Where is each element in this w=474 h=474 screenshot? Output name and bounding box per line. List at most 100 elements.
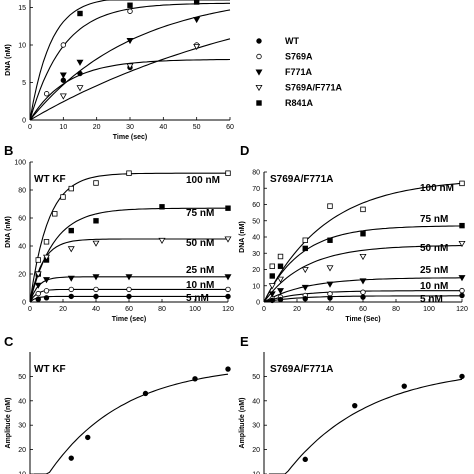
data-point	[67, 275, 75, 282]
data-point	[268, 291, 276, 298]
data-point	[35, 296, 41, 302]
data-point	[301, 284, 309, 291]
data-point	[126, 63, 134, 70]
series-25-nm: 25 nM	[263, 265, 466, 303]
data-point	[269, 263, 275, 269]
y-tick-label: 80	[18, 188, 26, 195]
y-tick-label: 30	[252, 423, 260, 430]
data-point	[459, 180, 465, 187]
x-tick-label: 0	[262, 306, 266, 313]
y-tick-label: 30	[18, 423, 26, 430]
x-tick-label: 120	[456, 306, 468, 313]
data-point	[302, 237, 308, 243]
data-point	[326, 281, 334, 288]
legend-marker	[255, 85, 263, 92]
y-tick-label: 0	[22, 118, 26, 125]
y-axis-label: Amplitude (nM)	[239, 398, 246, 449]
series-0	[268, 373, 465, 474]
curve-label: 50 nM	[420, 243, 448, 254]
curve-label: 100 nM	[186, 175, 220, 186]
y-tick-label: 0	[22, 300, 26, 307]
panel-title: WT KF	[34, 364, 66, 375]
y-tick-label: 20	[18, 272, 26, 279]
curve-label: 25 nM	[186, 265, 214, 276]
y-axis-label: DNA (nM)	[5, 216, 12, 248]
data-point	[93, 180, 99, 186]
x-tick-label: 60	[226, 124, 234, 131]
data-point	[225, 293, 231, 300]
data-point	[459, 373, 465, 380]
y-tick-label: 10	[252, 283, 260, 290]
data-point	[225, 170, 231, 176]
data-point	[59, 72, 67, 79]
data-point	[76, 59, 84, 66]
y-tick-label: 20	[18, 447, 26, 454]
series-5-nm: 5 nM	[29, 293, 231, 304]
legend-label: S769A/F771A	[285, 83, 343, 93]
panel-title: S769A/F771A	[270, 174, 333, 185]
data-point	[277, 263, 284, 269]
x-tick-label: 100	[423, 306, 435, 313]
x-tick-label: 80	[392, 306, 400, 313]
data-point	[359, 253, 367, 261]
data-point	[67, 246, 75, 253]
data-point	[269, 297, 275, 304]
data-point	[225, 366, 231, 372]
legend-label: F771A	[285, 67, 313, 77]
y-tick-label: 0	[256, 300, 260, 307]
data-point	[458, 275, 466, 282]
data-point	[43, 254, 50, 261]
fit-curve	[29, 58, 231, 121]
series-75-nm: 75 nM	[263, 214, 465, 303]
data-point	[60, 77, 67, 83]
data-point	[125, 274, 133, 281]
data-point	[225, 205, 231, 211]
x-tick-label: 30	[126, 124, 134, 131]
legend-marker	[256, 38, 262, 44]
x-tick-label: 60	[125, 306, 133, 313]
curve-label: 25 nM	[420, 265, 448, 276]
fit-curve	[268, 378, 463, 474]
curve-label: 75 nM	[420, 214, 448, 225]
panel-letter: E	[240, 334, 249, 349]
x-tick-label: 80	[158, 306, 166, 313]
series-100-nm: 100 nM	[263, 180, 465, 303]
x-tick-label: 100	[189, 306, 201, 313]
data-point	[68, 185, 74, 192]
y-tick-label: 40	[18, 244, 26, 251]
series-10-nm: 10 nM	[29, 280, 231, 303]
data-point	[277, 288, 284, 295]
panel-b-wt-kf-titration: 0 20 40 60 80 100 0 20 40 60 80 100 120 Time (sec) DNA…	[4, 143, 234, 323]
data-point	[301, 266, 309, 274]
legend-marker	[256, 100, 262, 106]
data-point	[34, 282, 42, 289]
data-point	[43, 295, 50, 301]
data-point	[193, 16, 201, 24]
data-point	[68, 293, 74, 300]
panel-c-wt-kf-amplitude: 10 20 30 40 50 Amplitude (nM) C WT KF	[4, 334, 231, 474]
data-point	[52, 211, 58, 217]
series-75-nm: 75 nM	[29, 204, 231, 303]
data-point	[225, 286, 231, 293]
y-tick-label: 40	[18, 398, 26, 405]
data-point	[34, 271, 42, 278]
y-tick-label: 60	[18, 216, 26, 223]
data-point	[43, 239, 50, 245]
data-point	[35, 290, 41, 297]
legend-marker	[256, 53, 262, 60]
y-axis-label: DNA (nM)	[239, 221, 246, 253]
series-r841a	[29, 0, 230, 121]
x-tick-label: 50	[193, 124, 201, 131]
y-tick-label: 20	[252, 447, 260, 454]
data-point	[269, 273, 275, 279]
data-point	[459, 292, 465, 299]
x-axis-label: Time (sec)	[113, 134, 148, 141]
panel-a-dna-vs-time-mutants: 0 5 10 15 0 10 20 30 40 50 60 Time (sec) DNA (nM) WT S…	[5, 0, 343, 141]
fit-curve	[263, 245, 462, 303]
panel-title: S769A/F771A	[270, 364, 333, 375]
data-point	[326, 265, 334, 272]
x-tick-label: 0	[28, 124, 32, 131]
y-tick-label: 70	[252, 186, 260, 193]
panel-letter: B	[4, 143, 13, 158]
data-point	[458, 240, 466, 248]
